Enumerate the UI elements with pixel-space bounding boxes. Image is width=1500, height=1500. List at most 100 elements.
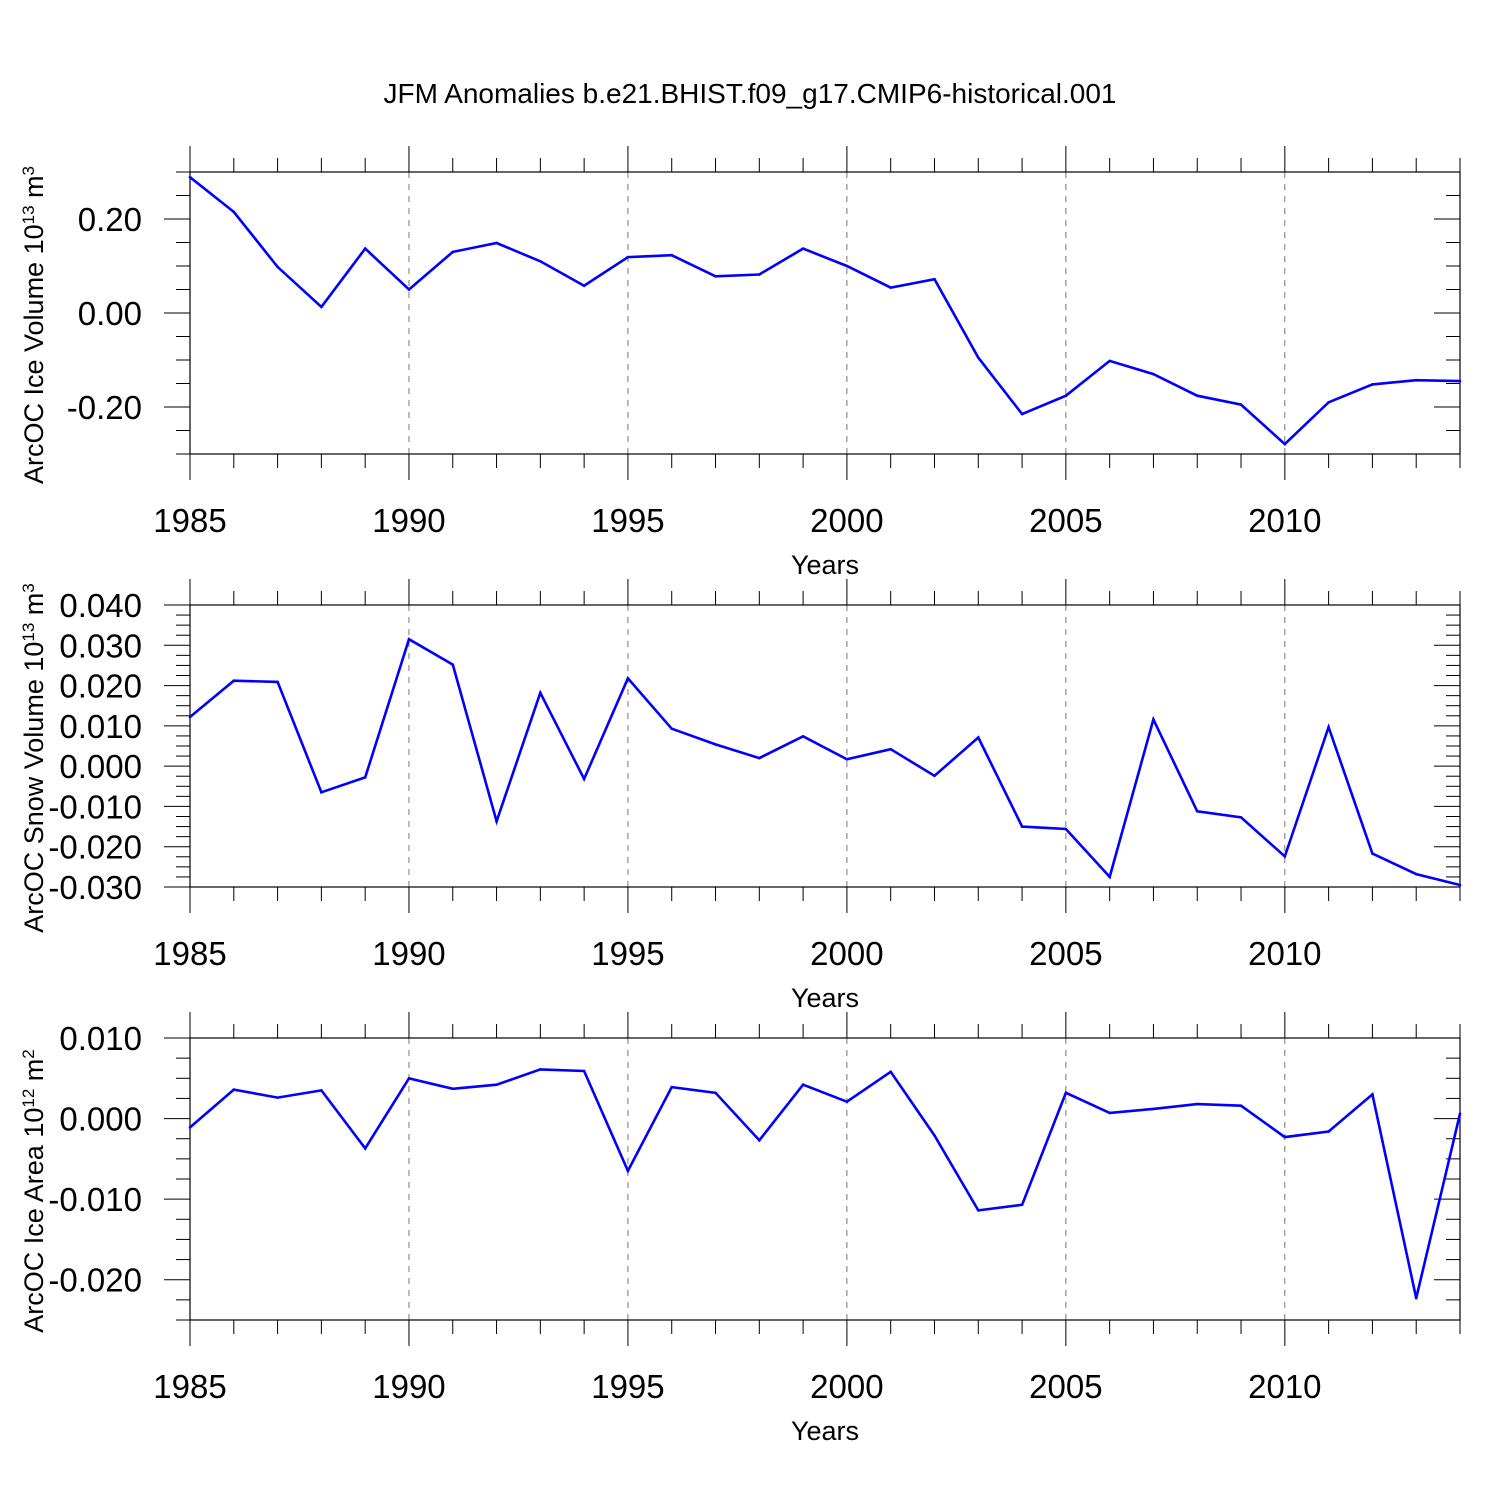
data-point (714, 275, 717, 278)
data-point (626, 677, 630, 680)
data-point (232, 679, 236, 683)
data-point (451, 1087, 455, 1091)
data-point (1195, 1102, 1199, 1106)
data-point (495, 820, 498, 823)
data-point (1108, 1111, 1111, 1115)
y-tick-label: 0.20 (78, 201, 142, 238)
data-point (1108, 359, 1111, 363)
data-point (1064, 827, 1068, 831)
data-point (1283, 442, 1287, 446)
data-point (714, 743, 717, 746)
data-point (1239, 403, 1243, 406)
data-point (1458, 379, 1462, 383)
data-point (232, 1088, 236, 1091)
series-line (189, 176, 1461, 446)
y-tick-label: 0.010 (59, 1020, 142, 1057)
x-tick-label: 2000 (810, 935, 883, 972)
data-point (976, 356, 980, 359)
data-point (976, 1209, 980, 1212)
data-point (276, 680, 279, 684)
data-point (758, 273, 761, 276)
y-axis-title-superscript: 3 (19, 166, 38, 175)
data-point (626, 255, 630, 259)
y-axis-title-text: m (19, 1059, 49, 1089)
data-point (582, 284, 586, 288)
y-axis-title: ArcOC Ice Area 1012 m2 (19, 1049, 50, 1333)
x-tick-label: 2000 (810, 1368, 883, 1405)
data-point (1327, 1130, 1330, 1133)
plot-frame (189, 604, 1461, 888)
x-tick-label: 1995 (591, 502, 664, 539)
data-point (188, 1126, 192, 1129)
y-tick-label: -0.020 (48, 829, 142, 866)
data-point (1152, 372, 1155, 376)
data-point (1327, 401, 1330, 404)
y-tick-label: 0.030 (59, 627, 142, 664)
x-tick-label: 1985 (153, 1368, 226, 1405)
x-tick-label: 2010 (1248, 502, 1321, 539)
chart-panel-1: -0.20 0.00 0.20 1985 1990 1995 2000 2005 2010 Yea… (19, 146, 1462, 580)
data-point (320, 1089, 323, 1092)
data-point (801, 247, 805, 250)
x-tick-label: 2005 (1029, 1368, 1102, 1405)
y-tick-label: -0.020 (48, 1262, 142, 1299)
data-point (714, 1091, 717, 1095)
x-tick-label: 2010 (1248, 1368, 1321, 1405)
data-point (582, 777, 586, 781)
data-point (363, 247, 367, 250)
data-point (1283, 855, 1287, 858)
data-point (933, 774, 936, 778)
data-point (1283, 1135, 1287, 1139)
y-axis-title-text: m (19, 175, 49, 205)
data-point (670, 253, 674, 257)
data-point (845, 264, 849, 268)
data-point (1020, 825, 1024, 828)
data-point (188, 715, 192, 719)
x-tick-label: 1995 (591, 935, 664, 972)
y-axis-title-superscript: 13 (19, 205, 38, 224)
x-tick-label: 2005 (1029, 935, 1102, 972)
y-tick-label: -0.20 (67, 389, 142, 426)
y-axis-title-text: ArcOC Ice Volume 10 (19, 224, 49, 484)
data-point (363, 776, 367, 779)
data-point (626, 1169, 630, 1173)
data-point (1414, 872, 1418, 876)
data-point (933, 277, 936, 281)
data-point (320, 305, 323, 309)
data-point (1239, 816, 1243, 819)
data-point (451, 250, 455, 254)
x-tick-label: 2010 (1248, 935, 1321, 972)
data-point (1152, 718, 1155, 721)
x-axis-title: Years (791, 983, 859, 1013)
data-point (539, 260, 542, 263)
data-point (539, 691, 542, 695)
y-tick-label: -0.010 (48, 788, 142, 825)
y-tick-label: -0.010 (48, 1181, 142, 1218)
data-point (1020, 1203, 1024, 1207)
chart-panel-3: -0.020 -0.010 0.000 0.010 1985 1990 1995 2000 20… (19, 1012, 1462, 1446)
x-tick-label: 1990 (372, 502, 445, 539)
data-point (1371, 852, 1374, 855)
x-tick-label: 1985 (153, 502, 226, 539)
data-point (1414, 1296, 1418, 1300)
plot-frame (189, 1037, 1461, 1321)
y-axis-title-text: ArcOC Ice Area 10 (19, 1108, 49, 1333)
x-tick-label: 2000 (810, 502, 883, 539)
data-point (1458, 1112, 1462, 1116)
x-tick-label: 1995 (591, 1368, 664, 1405)
data-point (889, 747, 892, 751)
data-point (670, 1085, 674, 1089)
data-point (889, 1070, 892, 1074)
data-point (845, 1100, 849, 1103)
data-point (1152, 1107, 1155, 1111)
data-point (1414, 378, 1418, 382)
x-tick-label: 1990 (372, 935, 445, 972)
y-axis-title-text: ArcOC Snow Volume 10 (19, 642, 49, 933)
data-point (933, 1134, 936, 1137)
data-point (1371, 1093, 1374, 1096)
x-axis-title: Years (791, 550, 859, 580)
data-point (1108, 875, 1111, 879)
y-tick-label: -0.030 (48, 869, 142, 906)
data-point (232, 210, 236, 214)
